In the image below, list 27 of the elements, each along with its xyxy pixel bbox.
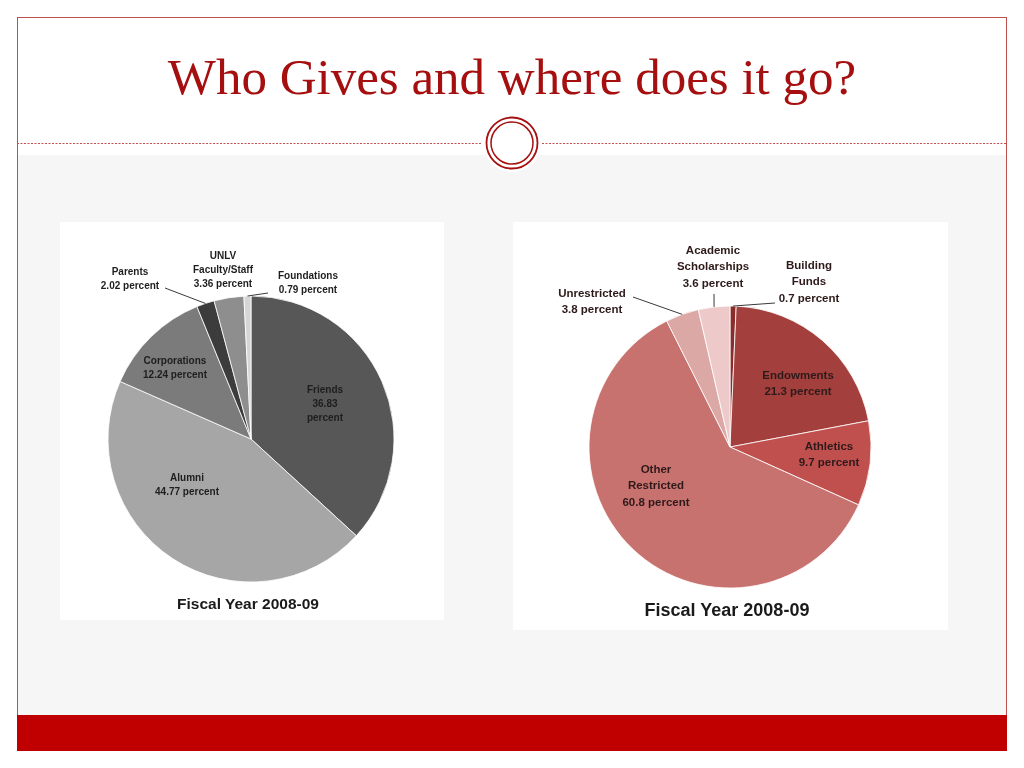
data-label: 3.36 percent [193, 277, 253, 289]
slice-label: Building Funds [786, 258, 832, 288]
slice-label: Unrestricted [558, 286, 626, 299]
data-label: 21.3 percent [764, 385, 832, 398]
slice-label: Academic Scholarships [676, 243, 750, 273]
text: Fiscal Year 2008-09 [177, 595, 320, 612]
data-label: 3.6 percent [682, 276, 744, 289]
data-label: 0.7 percent [778, 291, 840, 304]
slice-label: Athletics [804, 439, 854, 452]
data-label: 2.02 percent [100, 279, 160, 291]
slice-label: Corporations [143, 354, 207, 366]
data-label: 60.8 percent [622, 495, 690, 508]
data-label: 9.7 percent [798, 456, 860, 469]
slice-label: Other Restricted [627, 462, 685, 492]
data-label: 12.24 percent [143, 368, 208, 380]
slice-label: Alumni [170, 471, 205, 483]
data-label: 36.83 percent [306, 397, 344, 423]
slice-label: UNLV Faculty/Staff [192, 249, 254, 275]
slice-label: Endowments [762, 368, 834, 381]
text: Who Gives and where does it go? [167, 49, 857, 105]
slice-label: Friends [306, 383, 344, 395]
data-label: 44.77 percent [155, 485, 220, 497]
slice-label: Foundations [278, 269, 339, 281]
data-label: 0.79 percent [278, 283, 338, 295]
data-label: 3.8 percent [561, 303, 623, 316]
text: Fiscal Year 2008-09 [644, 600, 810, 620]
slice-label: Parents [111, 265, 149, 277]
